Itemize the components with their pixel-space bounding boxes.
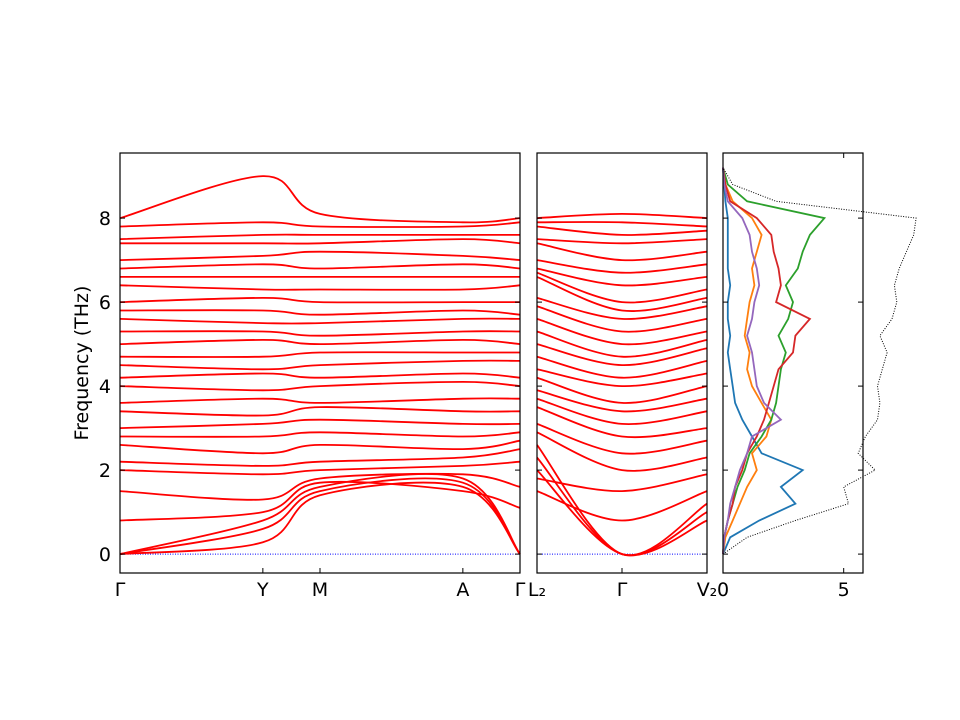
band-structure-panel-2: L₂ Γ V₂ bbox=[528, 152, 718, 601]
band-line-18 bbox=[536, 276, 708, 312]
band-line-26 bbox=[119, 233, 520, 240]
x-tick-label: Γ bbox=[115, 579, 126, 601]
band-line-14 bbox=[119, 359, 521, 371]
band-line-26 bbox=[536, 212, 708, 219]
band-line-27 bbox=[119, 221, 521, 228]
x-tick-label: Γ bbox=[515, 579, 526, 601]
band-line-15 bbox=[536, 318, 708, 346]
band-line-23 bbox=[536, 238, 708, 245]
dos-line-1 bbox=[722, 167, 773, 555]
band-line-24 bbox=[536, 225, 708, 236]
band-line-13 bbox=[119, 372, 521, 379]
band-line-7 bbox=[536, 406, 708, 439]
band-line-25 bbox=[536, 221, 708, 228]
band-line-18 bbox=[119, 317, 521, 325]
band-line-21 bbox=[119, 284, 521, 291]
band-line-6 bbox=[536, 423, 708, 455]
band-line-9 bbox=[119, 418, 521, 429]
y-tick-label: 4 bbox=[99, 376, 111, 398]
band-line-19 bbox=[119, 309, 521, 316]
band-line-28 bbox=[119, 175, 521, 224]
y-tick-label: 0 bbox=[99, 544, 111, 566]
x-tick-label: Y bbox=[256, 579, 269, 601]
y-tick-label: 8 bbox=[99, 208, 111, 230]
x-tick-label: M bbox=[312, 579, 328, 601]
band-line-7 bbox=[119, 439, 521, 455]
band-line-11 bbox=[536, 368, 708, 388]
band-line-15 bbox=[119, 351, 520, 358]
band-line-20 bbox=[119, 296, 520, 304]
band-line-2 bbox=[536, 444, 708, 557]
band-line-20 bbox=[536, 267, 708, 287]
band-line-8 bbox=[536, 397, 708, 426]
dos-line-2 bbox=[722, 167, 827, 555]
band-line-21 bbox=[536, 259, 708, 274]
band-line-23 bbox=[119, 263, 521, 270]
band-line-3 bbox=[536, 490, 708, 522]
band-line-25 bbox=[119, 238, 521, 245]
x-tick-label: V₂ bbox=[697, 579, 718, 601]
band-line-4 bbox=[536, 473, 708, 493]
y-tick-label: 6 bbox=[99, 292, 111, 314]
band-line-4 bbox=[119, 472, 521, 501]
band-line-0 bbox=[119, 481, 521, 555]
dos-line-4 bbox=[722, 167, 783, 555]
band-line-11 bbox=[119, 397, 521, 404]
band-line-12 bbox=[119, 380, 521, 392]
band-line-1 bbox=[119, 477, 521, 555]
band-line-13 bbox=[536, 343, 708, 367]
band-line-22 bbox=[536, 242, 708, 262]
x-tick-label: 5 bbox=[838, 579, 850, 601]
band-line-10 bbox=[119, 406, 521, 417]
y-axis-label: Frequency (THz) bbox=[71, 286, 93, 441]
band-line-6 bbox=[119, 448, 521, 467]
band-line-24 bbox=[119, 250, 521, 261]
band-line-5 bbox=[536, 431, 708, 472]
dos-total-line bbox=[722, 167, 917, 555]
band-line-10 bbox=[536, 376, 708, 404]
band-line-17 bbox=[536, 297, 708, 320]
x-tick-label: A bbox=[456, 579, 469, 601]
band-line-5 bbox=[119, 460, 521, 476]
band-line-16 bbox=[536, 305, 708, 333]
y-tick-label: 2 bbox=[99, 460, 111, 482]
band-line-8 bbox=[119, 431, 521, 438]
x-tick-label: L₂ bbox=[528, 579, 546, 601]
x-tick-label: 0 bbox=[717, 579, 729, 601]
x-tick-label: Γ bbox=[617, 579, 628, 601]
band-line-19 bbox=[536, 271, 708, 304]
band-line-17 bbox=[119, 330, 521, 337]
band-line-14 bbox=[536, 330, 708, 358]
dos-line-0 bbox=[722, 167, 805, 555]
band-line-16 bbox=[119, 338, 521, 346]
band-line-3 bbox=[119, 480, 521, 522]
band-line-2 bbox=[119, 473, 521, 555]
band-line-9 bbox=[536, 389, 708, 413]
plot-frame bbox=[722, 152, 864, 574]
band-line-12 bbox=[536, 355, 708, 379]
dos-line-3 bbox=[722, 167, 812, 555]
